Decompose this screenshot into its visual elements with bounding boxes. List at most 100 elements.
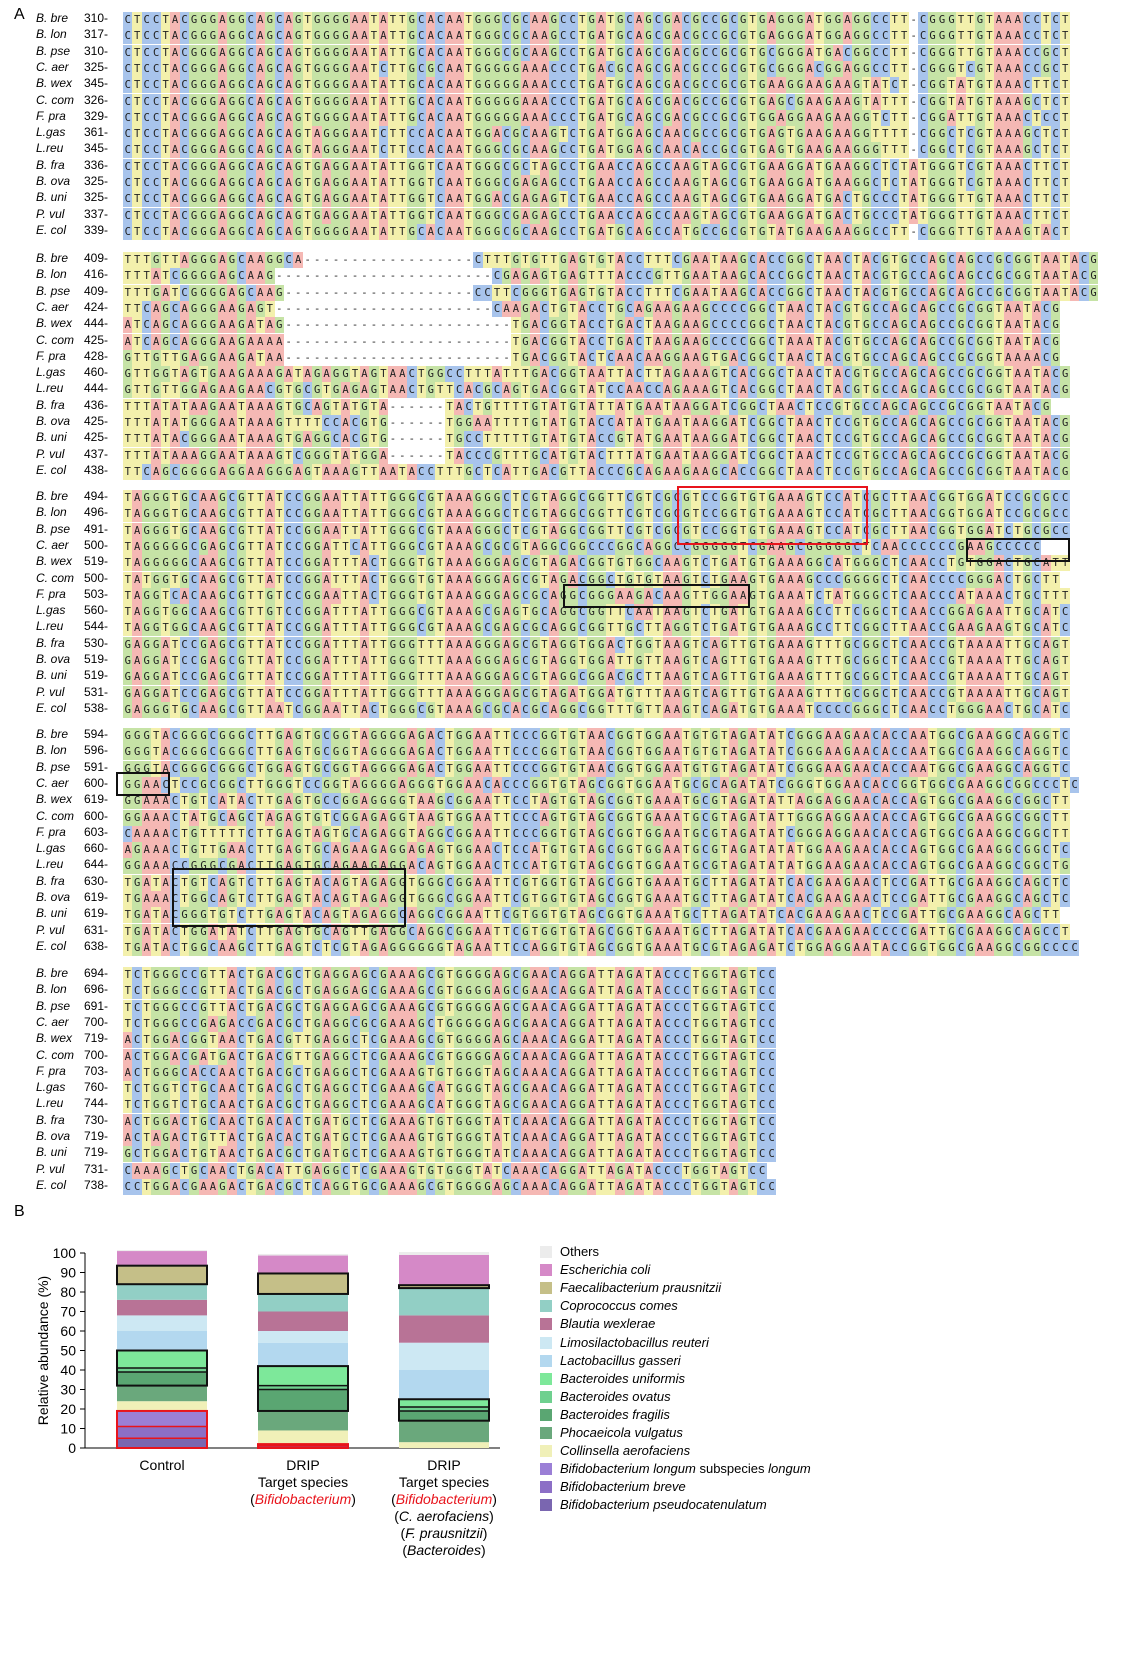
nucleotide: T bbox=[360, 464, 369, 480]
sequence-position: 494- bbox=[84, 488, 108, 504]
species-label: B. pse bbox=[36, 759, 70, 775]
nucleotide: T bbox=[521, 464, 530, 480]
nucleotide: G bbox=[947, 224, 956, 240]
nucleotide: G bbox=[180, 464, 189, 480]
nucleotide: T bbox=[369, 224, 378, 240]
nucleotide: T bbox=[303, 224, 312, 240]
nucleotide: C bbox=[701, 224, 710, 240]
species-label: E. col bbox=[36, 462, 66, 478]
nucleotide: G bbox=[975, 224, 984, 240]
nucleotide: C bbox=[426, 464, 435, 480]
nucleotide: G bbox=[407, 702, 416, 718]
nucleotide: T bbox=[350, 702, 359, 718]
nucleotide: G bbox=[407, 224, 416, 240]
nucleotide: G bbox=[350, 464, 359, 480]
nucleotide: C bbox=[1032, 702, 1041, 718]
nucleotide: T bbox=[1032, 224, 1041, 240]
nucleotide: A bbox=[909, 702, 918, 718]
sequence-position: 519- bbox=[84, 651, 108, 667]
nucleotide: A bbox=[208, 702, 217, 718]
nucleotide: G bbox=[1060, 382, 1069, 398]
nucleotide: G bbox=[975, 702, 984, 718]
nucleotide: G bbox=[795, 224, 804, 240]
nucleotide: C bbox=[596, 464, 605, 480]
sequence-position: 596- bbox=[84, 742, 108, 758]
nucleotide: A bbox=[199, 702, 208, 718]
nucleotide: G bbox=[483, 224, 492, 240]
nucleotide: A bbox=[1041, 702, 1050, 718]
species-label: B. fra bbox=[36, 157, 65, 173]
nucleotide: A bbox=[540, 464, 549, 480]
species-label: B. ova bbox=[36, 651, 70, 667]
nucleotide: C bbox=[502, 702, 511, 718]
nucleotide: A bbox=[985, 702, 994, 718]
nucleotide: C bbox=[881, 464, 890, 480]
species-label: C. com bbox=[36, 808, 74, 824]
nucleotide: C bbox=[937, 702, 946, 718]
nucleotide: A bbox=[322, 702, 331, 718]
nucleotide: A bbox=[445, 224, 454, 240]
nucleotide: G bbox=[862, 702, 871, 718]
nucleotide: A bbox=[256, 464, 265, 480]
nucleotide: C bbox=[738, 464, 747, 480]
nucleotide: A bbox=[786, 702, 795, 718]
nucleotide: A bbox=[426, 224, 435, 240]
nucleotide: T bbox=[966, 224, 975, 240]
nucleotide: C bbox=[1051, 464, 1060, 480]
nucleotide: A bbox=[284, 224, 293, 240]
sequence-position: 428- bbox=[84, 348, 108, 364]
nucleotide: G bbox=[937, 224, 946, 240]
nucleotide: G bbox=[464, 464, 473, 480]
nucleotide: T bbox=[862, 464, 871, 480]
nucleotide: C bbox=[843, 464, 852, 480]
nucleotide: A bbox=[587, 464, 596, 480]
sequence-position: 619- bbox=[84, 791, 108, 807]
nucleotide: C bbox=[142, 224, 151, 240]
nucleotide: T bbox=[1013, 702, 1022, 718]
nucleotide: G bbox=[757, 464, 766, 480]
nucleotide: C bbox=[142, 464, 151, 480]
nucleotide: C bbox=[1051, 523, 1060, 539]
sequence-position: 337- bbox=[84, 206, 108, 222]
species-label: B. pse bbox=[36, 283, 70, 299]
species-label: C. com bbox=[36, 570, 74, 586]
nucleotide: T bbox=[625, 702, 634, 718]
sequence-position: 538- bbox=[84, 700, 108, 716]
nucleotide: T bbox=[454, 464, 463, 480]
nucleotide: T bbox=[578, 464, 587, 480]
nucleotide: G bbox=[871, 464, 880, 480]
nucleotide: A bbox=[672, 702, 681, 718]
nucleotide: G bbox=[966, 464, 975, 480]
nucleotide: T bbox=[341, 702, 350, 718]
sequence-position: 310- bbox=[84, 10, 108, 26]
nucleotide: T bbox=[767, 224, 776, 240]
sequence-position: 531- bbox=[84, 684, 108, 700]
nucleotide: A bbox=[379, 224, 388, 240]
nucleotide: C bbox=[928, 702, 937, 718]
species-label: L.gas bbox=[36, 124, 65, 140]
nucleotide: A bbox=[701, 464, 710, 480]
nucleotide: T bbox=[615, 702, 624, 718]
sequence-position: 438- bbox=[84, 462, 108, 478]
nucleotide: A bbox=[132, 702, 141, 718]
nucleotide: G bbox=[142, 702, 151, 718]
nucleotide: G bbox=[625, 464, 634, 480]
nucleotide: A bbox=[293, 464, 302, 480]
nucleotide: A bbox=[1023, 464, 1032, 480]
nucleotide: G bbox=[511, 224, 520, 240]
sequence-position: 591- bbox=[84, 759, 108, 775]
nucleotide: C bbox=[549, 464, 558, 480]
nucleotide: G bbox=[227, 464, 236, 480]
nucleotide: G bbox=[530, 464, 539, 480]
panel-a-label: A bbox=[14, 6, 25, 24]
nucleotide: A bbox=[445, 702, 454, 718]
nucleotide: C bbox=[483, 702, 492, 718]
nucleotide: G bbox=[284, 464, 293, 480]
nucleotide: T bbox=[1060, 224, 1069, 240]
nucleotide: G bbox=[237, 464, 246, 480]
